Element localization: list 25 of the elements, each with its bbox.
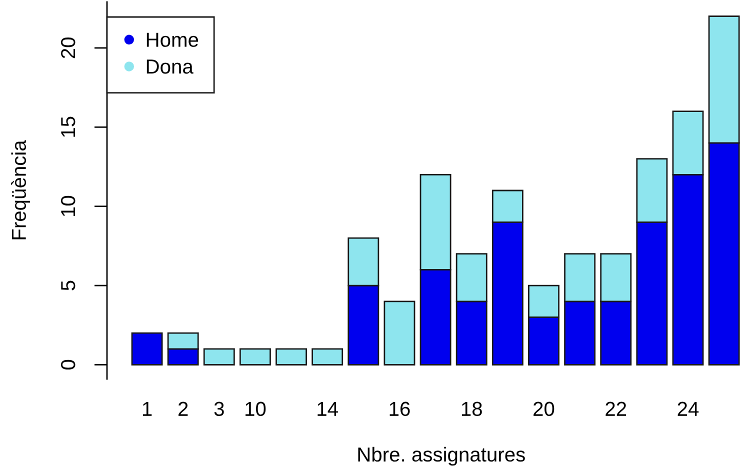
x-tick-label: 10 — [246, 402, 266, 416]
y-tick-label: 15 — [61, 116, 76, 137]
x-tick-label: 18 — [462, 402, 482, 416]
bar — [312, 348, 344, 366]
bar — [203, 348, 235, 366]
x-tick-label: 24 — [678, 402, 699, 416]
x-axis-title: Nbre. assignatures — [358, 446, 525, 466]
bar — [384, 300, 416, 366]
x-tick-label: 2 — [178, 402, 188, 416]
y-tick-label: 5 — [61, 280, 76, 290]
y-tick-label: 0 — [60, 360, 76, 370]
x-tick-label: 14 — [318, 402, 338, 416]
y-tick-label: 10 — [60, 196, 76, 216]
x-tick-label: 3 — [214, 402, 224, 416]
bar — [131, 332, 163, 366]
legend-label: Home — [146, 32, 198, 47]
x-tick-label: 1 — [142, 402, 152, 416]
legend-label: Dona — [146, 60, 194, 74]
x-tick-label: 16 — [390, 402, 410, 416]
bar — [276, 348, 308, 366]
y-tick-label: 20 — [60, 38, 76, 58]
x-tick-label: 20 — [534, 402, 554, 416]
bar — [240, 348, 271, 366]
y-axis-title: Freqüència — [10, 140, 30, 240]
x-tick-label: 22 — [606, 402, 626, 416]
